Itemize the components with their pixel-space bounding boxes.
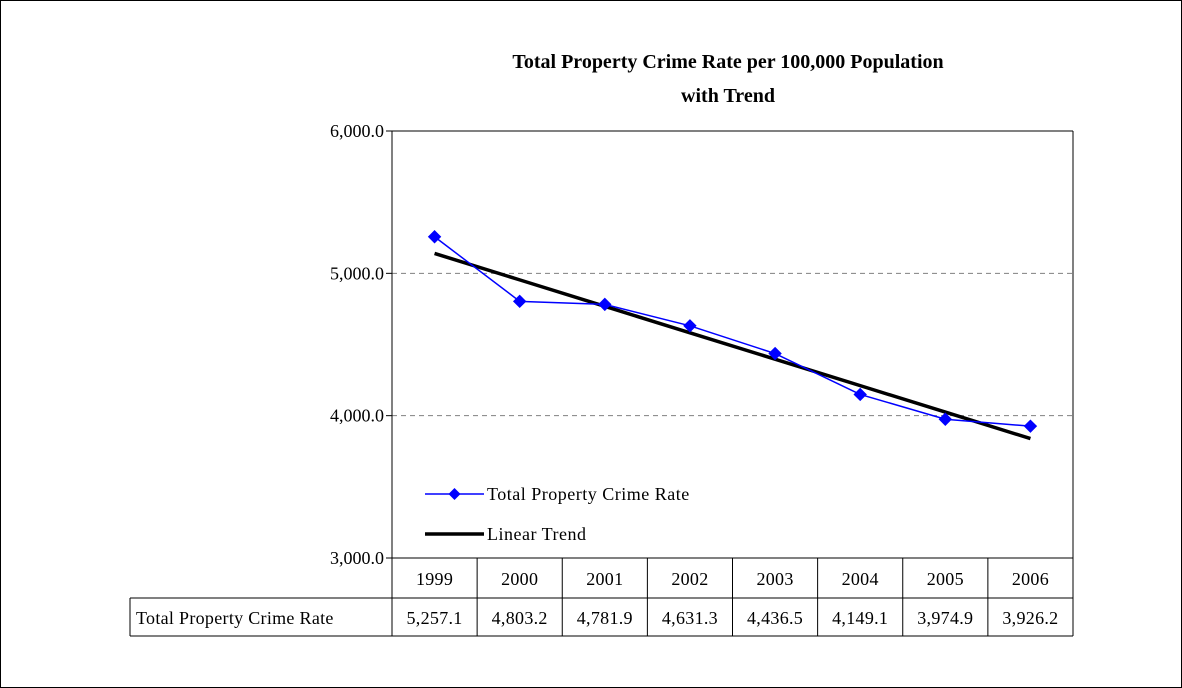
table-value-1: 4,803.2 bbox=[492, 608, 548, 628]
table-value-0: 5,257.1 bbox=[407, 608, 463, 628]
x-category-label-2: 2001 bbox=[586, 569, 623, 589]
data-point-4 bbox=[768, 346, 782, 361]
chart-title: Total Property Crime Rate per 100,000 Po… bbox=[512, 51, 943, 73]
data-point-0 bbox=[427, 230, 442, 244]
legend-label-linear-trend: Linear Trend bbox=[487, 524, 587, 544]
table-value-3: 4,631.3 bbox=[662, 608, 718, 628]
series-line-total-property-crime-rate bbox=[434, 236, 1031, 427]
y-tick-label-2: 5,000.0 bbox=[330, 263, 384, 283]
table-value-6: 3,974.9 bbox=[917, 608, 973, 628]
legend-marker-diamond bbox=[448, 488, 461, 500]
x-category-label-4: 2003 bbox=[756, 569, 793, 589]
legend-label-total-property-crime-rate: Total Property Crime Rate bbox=[487, 484, 690, 504]
x-category-label-6: 2005 bbox=[927, 569, 964, 589]
y-tick-label-3: 6,000.0 bbox=[330, 121, 384, 141]
data-point-1 bbox=[512, 294, 527, 309]
table-row-label: Total Property Crime Rate bbox=[136, 608, 334, 628]
x-category-label-7: 2006 bbox=[1012, 569, 1049, 589]
series-line-linear-trend bbox=[434, 251, 1031, 441]
x-category-label-1: 2000 bbox=[501, 569, 538, 589]
table-value-4: 4,436.5 bbox=[747, 608, 803, 628]
y-tick-label-0: 3,000.0 bbox=[330, 548, 384, 568]
table-value-5: 4,149.1 bbox=[832, 608, 888, 628]
x-category-label-0: 1999 bbox=[416, 569, 453, 589]
chart-subtitle: with Trend bbox=[681, 85, 775, 107]
data-point-7 bbox=[1023, 419, 1038, 433]
table-value-7: 3,926.2 bbox=[1002, 608, 1058, 628]
data-point-3 bbox=[683, 319, 697, 333]
x-category-label-5: 2004 bbox=[842, 569, 879, 589]
data-point-5 bbox=[853, 387, 867, 402]
x-category-label-3: 2002 bbox=[671, 569, 708, 589]
data-point-6 bbox=[938, 412, 953, 426]
table-value-2: 4,781.9 bbox=[577, 608, 633, 628]
y-tick-label-1: 4,000.0 bbox=[330, 406, 384, 426]
data-point-2 bbox=[598, 297, 612, 312]
